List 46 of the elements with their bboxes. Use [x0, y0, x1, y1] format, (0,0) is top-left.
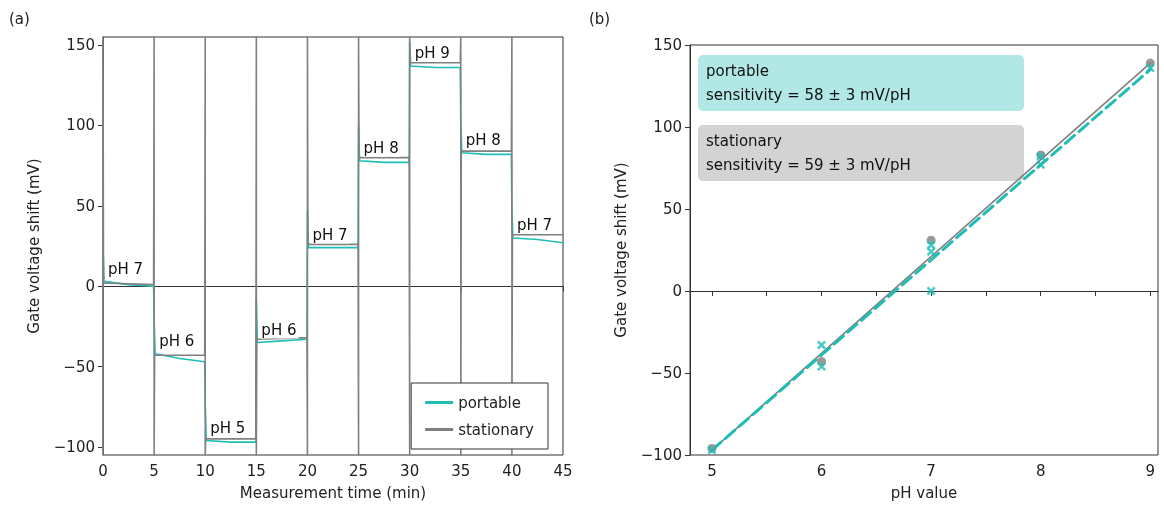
x-tick-label: 6 [816, 461, 827, 480]
y-tick-label: −100 [640, 446, 682, 464]
x-axis-title: Measurement time (min) [239, 483, 427, 502]
y-tick-label: 50 [662, 200, 682, 218]
y-tick-label: 0 [672, 282, 682, 300]
x-tick-label: 7 [926, 461, 936, 480]
y-tick-label: 0 [85, 277, 95, 296]
annotation: pH 6 [159, 332, 195, 351]
x-tick-label: 10 [195, 461, 215, 480]
x-tick-label: 30 [400, 461, 420, 480]
x-axis-title: pH value [890, 483, 958, 502]
x-tick-label: 9 [1145, 461, 1156, 480]
x-tick-label: 5 [707, 461, 717, 480]
y-tick-label: −100 [53, 437, 95, 456]
annotation: pH 6 [261, 320, 297, 339]
y-tick-label: 100 [66, 116, 95, 135]
legend-label: stationary [458, 420, 535, 439]
annotation: pH 8 [465, 131, 501, 150]
y-axis-title: Gate voltage shift (mV) [24, 158, 43, 334]
y-tick-label: 150 [66, 36, 95, 55]
legend-label: portable [458, 393, 521, 412]
y-tick-label: 100 [653, 118, 682, 136]
note-box: portable sensitivity = 58 ± 3 mV/pH [698, 55, 1024, 111]
chart-title: (b) [589, 9, 611, 28]
x-tick-label: 15 [246, 461, 266, 480]
x-tick-label: 5 [149, 461, 159, 480]
annotation: pH 5 [210, 419, 246, 438]
x-tick-label: 0 [98, 461, 108, 480]
y-tick-label: 150 [653, 36, 682, 54]
y-tick-label: −50 [650, 364, 682, 382]
y-tick-label: −50 [63, 357, 95, 376]
x-tick-label: 20 [297, 461, 317, 480]
x-tick-label: 40 [502, 461, 522, 480]
note-box: stationary sensitivity = 59 ± 3 mV/pH [698, 125, 1024, 181]
annotation: pH 7 [312, 226, 348, 245]
x-tick-label: 25 [349, 461, 369, 480]
y-tick-label: 50 [75, 196, 95, 215]
x-tick-label: 35 [451, 461, 471, 480]
annotation: pH 7 [516, 216, 553, 235]
annotation: pH 8 [363, 139, 399, 158]
annotation: pH 9 [414, 44, 450, 63]
y-axis-title: Gate voltage shift (mV) [611, 162, 630, 338]
chart-title: (a) [9, 9, 30, 28]
x-tick-label: 8 [1035, 461, 1046, 480]
annotation: pH 7 [108, 259, 144, 278]
x-tick-label: 45 [553, 461, 573, 480]
